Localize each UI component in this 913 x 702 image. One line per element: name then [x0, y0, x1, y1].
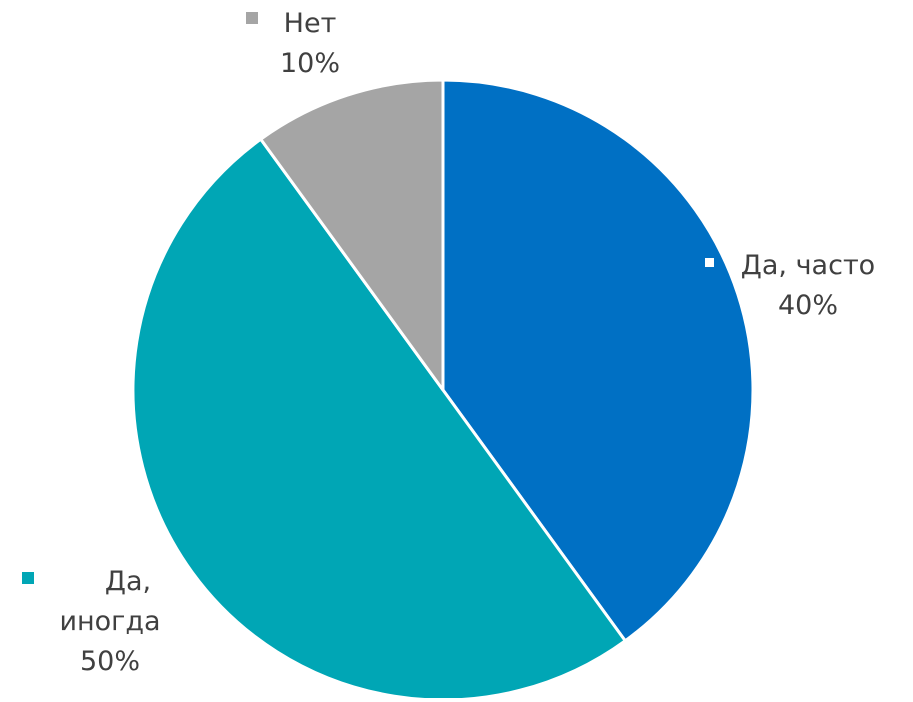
- data-label-category: Да, часто: [741, 250, 875, 281]
- data-label-value: 10%: [280, 48, 340, 79]
- legend-marker: [246, 12, 258, 24]
- pie-slice: [131, 137, 627, 702]
- pie-slice: [441, 78, 755, 643]
- legend-marker: [702, 255, 717, 270]
- data-label-category: иногда: [59, 606, 160, 637]
- data-label-category: Да,: [105, 566, 151, 597]
- data-label-category: Нет: [284, 8, 337, 39]
- data-labels: Да, часто 40% Да, иногда 50% Нет 10%: [22, 8, 875, 677]
- legend-marker: [22, 572, 34, 584]
- data-label-value: 40%: [778, 290, 838, 321]
- pie-slice: [259, 78, 445, 392]
- pie-slices: [131, 78, 755, 702]
- data-label-value: 50%: [80, 646, 140, 677]
